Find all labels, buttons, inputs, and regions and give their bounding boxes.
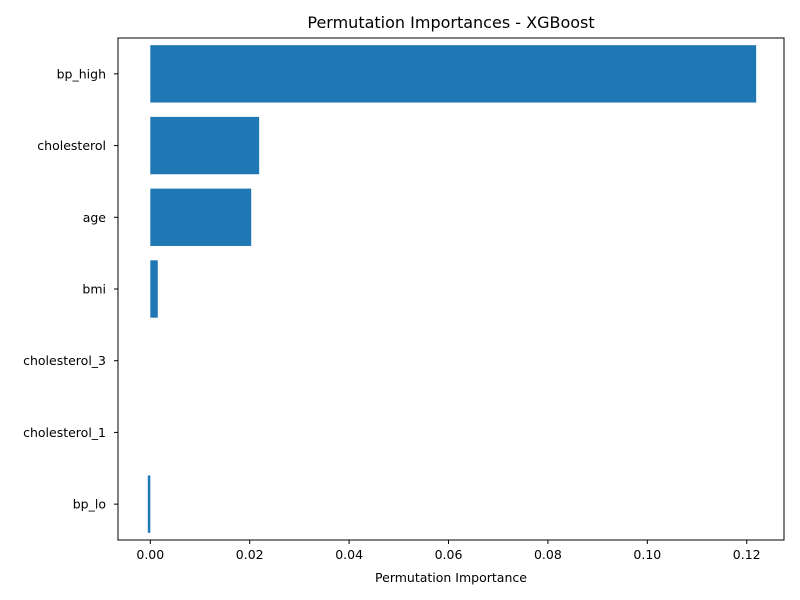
bar-age [150, 188, 252, 246]
y-axis-ticks: bp_high cholesterol age bmi cholesterol_3cho… [23, 66, 118, 512]
x-tick-label: 0.00 [136, 547, 164, 562]
chart-title: Permutation Importances - XGBoost [307, 13, 594, 32]
bars-group [147, 45, 757, 533]
x-tick-label: 0.04 [335, 547, 363, 562]
x-axis-ticks: 0.00 0.02 0.04 0.06 0.08 0.10 0.12 [136, 540, 761, 562]
y-tick-label: cholesterol_1 [23, 425, 106, 440]
x-tick-label: 0.02 [236, 547, 264, 562]
bar-bp_high [150, 45, 757, 103]
x-tick-label: 0.10 [633, 547, 661, 562]
y-tick-label: age [83, 210, 107, 225]
x-tick-label: 0.08 [534, 547, 562, 562]
bar-bp_lo [147, 475, 151, 533]
x-tick-label: 0.06 [435, 547, 463, 562]
y-tick-label: bp_lo [73, 497, 106, 512]
plot-area-frame [117, 37, 785, 541]
x-axis-label: Permutation Importance [375, 570, 527, 585]
y-tick-label: cholesterol_3 [23, 353, 106, 368]
y-tick-label: cholesterol [37, 138, 106, 153]
bar-cholesterol [150, 116, 260, 175]
bar-bmi [150, 260, 158, 318]
x-tick-label: 0.12 [733, 547, 761, 562]
y-tick-label: bp_high [57, 66, 106, 81]
y-tick-label: bmi [82, 282, 106, 297]
